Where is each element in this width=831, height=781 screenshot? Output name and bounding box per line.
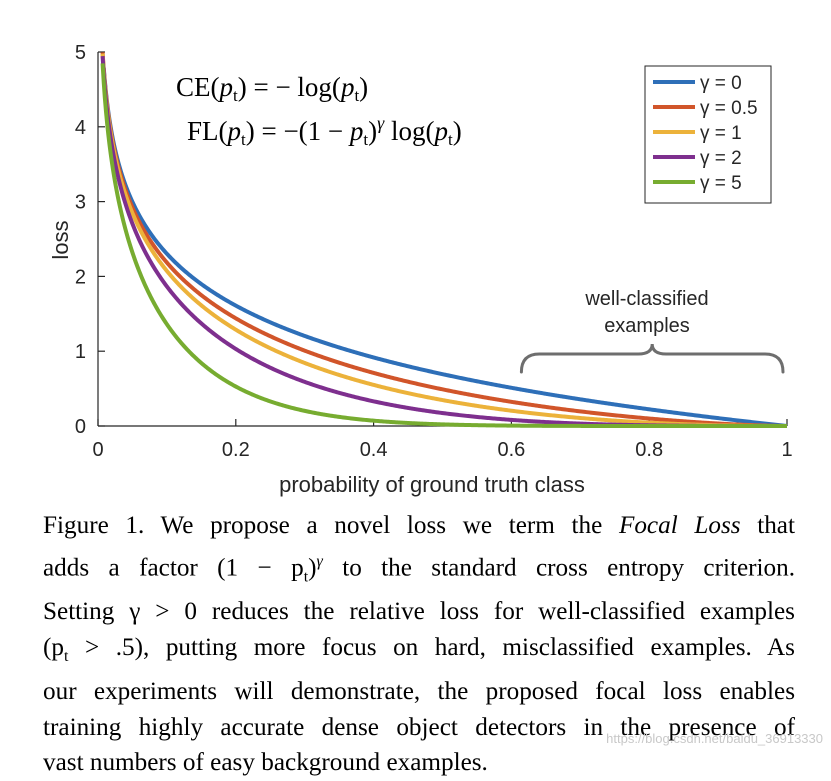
ce-rhs: ) xyxy=(359,72,368,102)
legend: γ = 0 γ = 0.5 γ = 1 γ = 2 γ = 5 xyxy=(644,65,772,204)
legend-label: γ = 0 xyxy=(700,73,742,94)
y-tick-label: 3 xyxy=(75,192,86,214)
y-tick-label: 2 xyxy=(75,266,86,288)
x-tick-label: 0 xyxy=(92,439,103,461)
fl-pow: γ xyxy=(377,113,385,133)
curve-gamma-0 xyxy=(101,67,788,428)
focal-loss-chart: 0 0.2 0.4 0.6 0.8 1 0 1 2 3 4 5 probability of grou… xyxy=(48,42,793,497)
focal-loss-term: Focal Loss xyxy=(618,512,741,539)
fl-close: ) xyxy=(368,116,377,146)
x-tick-label: 0.4 xyxy=(360,439,388,461)
caption-line-1: Figure 1. We propose a novel loss we ter… xyxy=(43,512,795,539)
x-tick-label: 0.8 xyxy=(635,439,663,461)
x-axis-label: probability of ground truth class xyxy=(279,472,585,497)
ce-p: p xyxy=(218,72,234,102)
ticks-layer: 0 0.2 0.4 0.6 0.8 1 0 1 2 3 4 5 xyxy=(75,42,793,461)
brace-label-line2: examples xyxy=(604,315,690,337)
y-tick-label: 5 xyxy=(75,42,86,64)
brace-label-line1: well-classified xyxy=(584,288,708,310)
fl-log: log( xyxy=(384,116,434,146)
fl-formula: FL(pt) = −(1 − pt)γ log(pt) xyxy=(187,113,462,149)
x-tick-label: 0.2 xyxy=(222,439,250,461)
fl-p3-sub: t xyxy=(448,130,453,149)
caption-line-2: adds a factor (1 − pt)γ to the standard … xyxy=(43,552,796,585)
fl-p: p xyxy=(226,116,242,146)
fl-p-sub: t xyxy=(241,130,246,149)
caption-line-7: vast numbers of easy background examples… xyxy=(43,749,488,777)
watermark: https://blog.csdn.net/baidu_36913330 xyxy=(606,731,823,746)
curves-layer xyxy=(100,52,788,428)
y-tick-label: 4 xyxy=(75,117,86,139)
curve-gamma-5 xyxy=(100,63,788,428)
legend-label: γ = 0.5 xyxy=(700,98,758,119)
ce-p-sub: t xyxy=(233,86,238,105)
ce-p2-sub: t xyxy=(354,86,359,105)
fl-p3: p xyxy=(432,116,448,146)
ce-p2: p xyxy=(339,72,355,102)
y-axis-label: loss xyxy=(48,220,73,259)
x-tick-label: 0.6 xyxy=(497,439,525,461)
caption-line-3: Setting γ > 0 reduces the relative loss … xyxy=(43,598,795,626)
fl-lhs: FL( xyxy=(187,116,228,146)
caption-line-6: training highly accurate dense object de… xyxy=(43,713,795,741)
fl-mid: ) = −(1 − xyxy=(246,116,350,146)
curve-gamma-0_5 xyxy=(100,52,788,428)
legend-label: γ = 2 xyxy=(700,148,742,169)
ce-mid: ) = − log( xyxy=(238,72,341,102)
fl-p2: p xyxy=(348,116,364,146)
ce-formula: CE(pt) = − log(pt) xyxy=(176,72,368,105)
ce-lhs: CE( xyxy=(176,72,220,102)
caption-line-5: our experiments will demonstrate, the pr… xyxy=(43,678,795,706)
x-tick-label: 1 xyxy=(781,439,792,461)
caption-line-4: (pt > .5), putting more focus on hard, m… xyxy=(43,633,795,665)
legend-label: γ = 5 xyxy=(700,173,742,194)
fl-p2-sub: t xyxy=(363,130,368,149)
legend-label: γ = 1 xyxy=(700,123,742,144)
y-tick-label: 0 xyxy=(75,416,86,438)
well-classified-brace xyxy=(519,343,785,374)
y-tick-label: 1 xyxy=(75,341,86,363)
fl-rhs: ) xyxy=(453,116,462,146)
